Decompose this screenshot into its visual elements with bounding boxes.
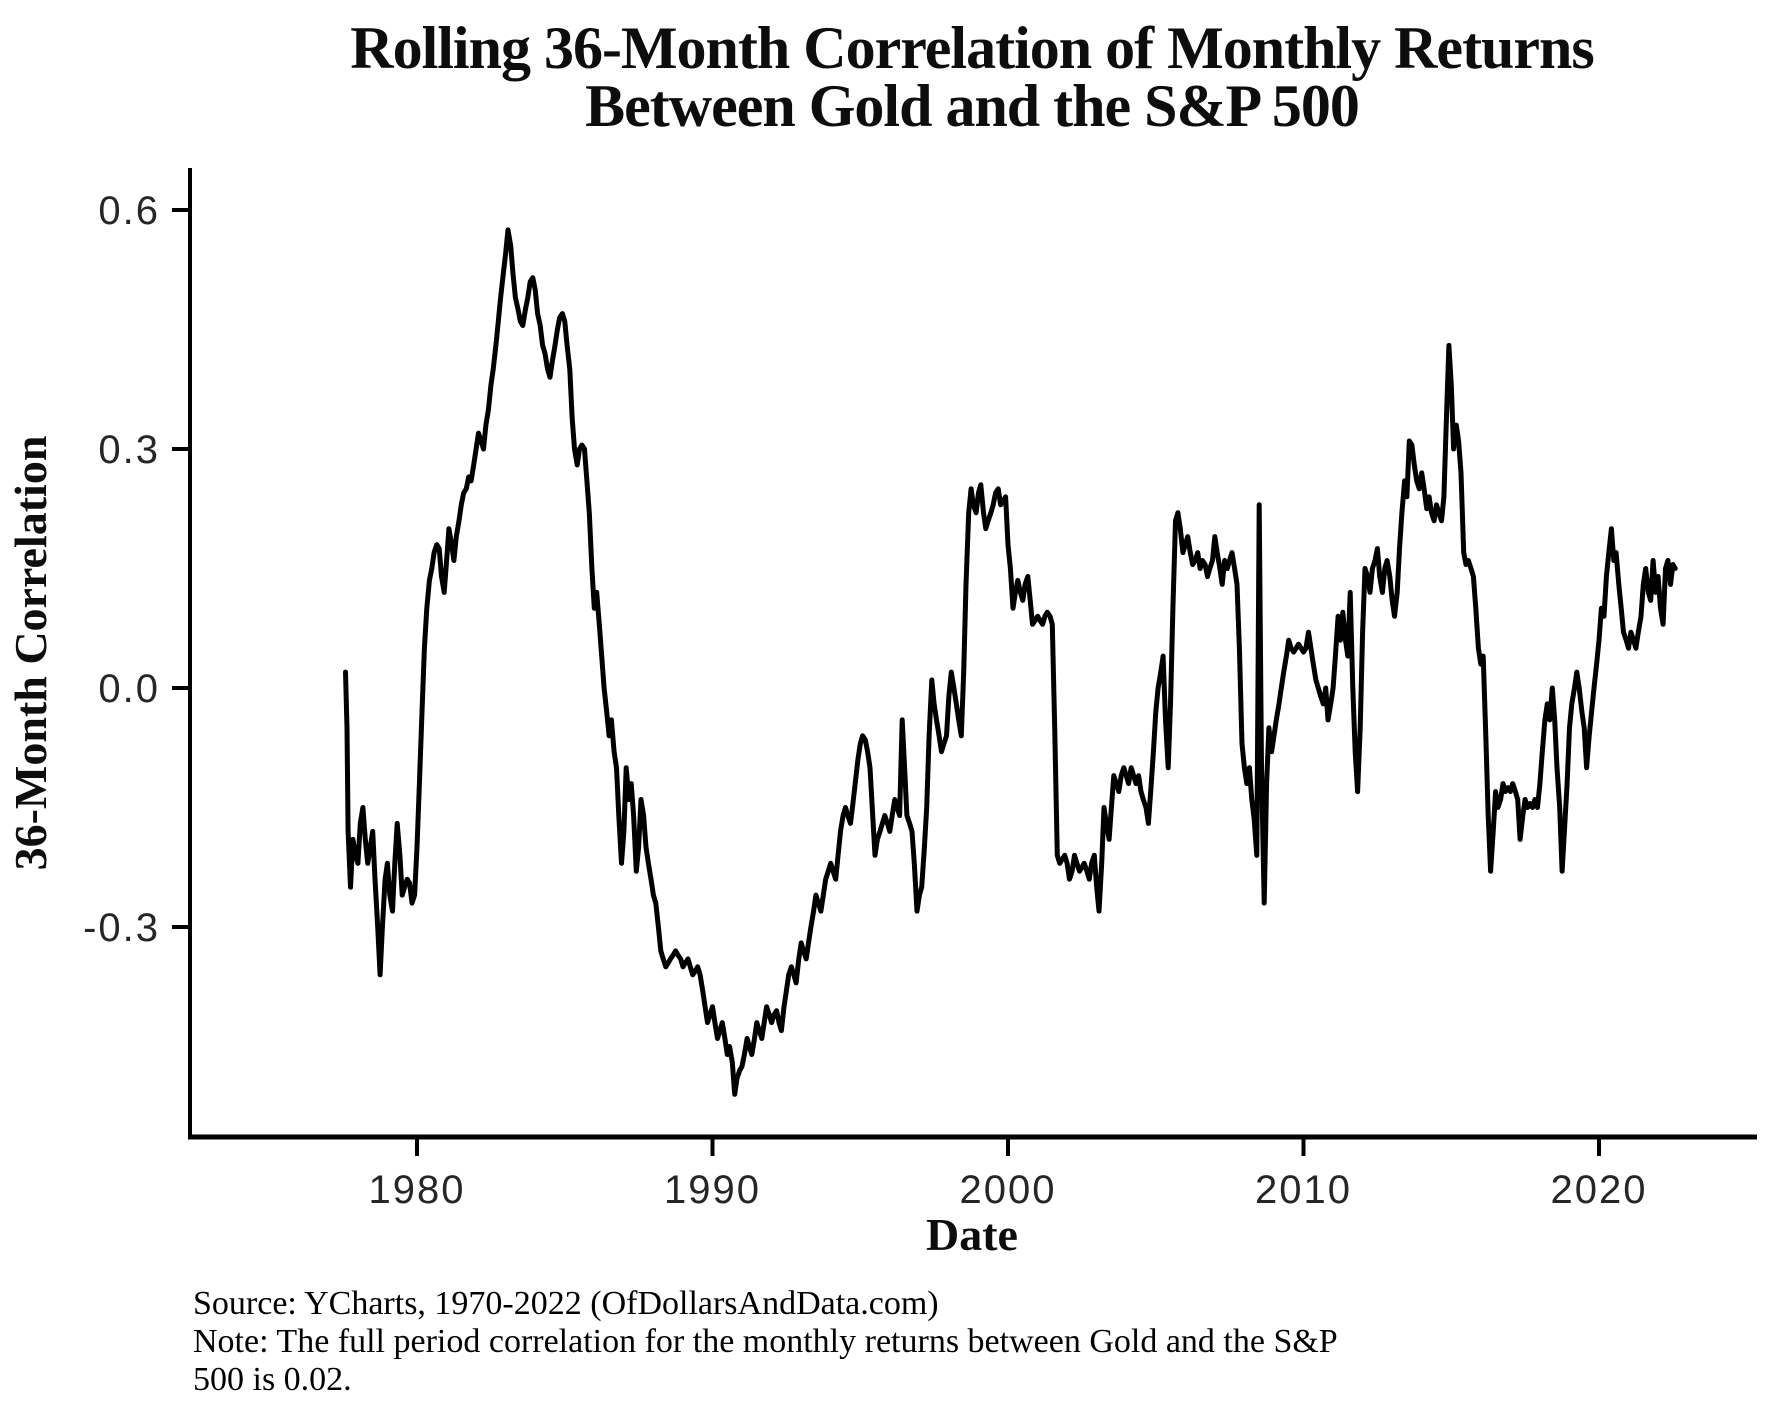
x-tick-label: 2020 — [1551, 1168, 1648, 1212]
y-axis-ticks: 0.6 0.3 0.0 -0.3 — [83, 189, 190, 950]
y-tick-label: 0.0 — [98, 667, 160, 711]
x-axis-title: Date — [926, 1209, 1018, 1260]
y-tick-label: -0.3 — [83, 906, 160, 950]
x-tick-label: 1990 — [664, 1168, 761, 1212]
chart-title-line2: Between Gold and the S&P 500 — [585, 73, 1359, 139]
y-axis-title: 36-Month Correlation — [5, 436, 56, 871]
caption-note-line1: Note: The full period correlation for th… — [193, 1323, 1338, 1360]
y-axis: 0.6 0.3 0.0 -0.3 36-Month Correlation — [5, 168, 192, 1139]
caption-note-line2: 500 is 0.02. — [193, 1361, 352, 1398]
x-tick-label: 2000 — [960, 1168, 1057, 1212]
chart-title-line1: Rolling 36-Month Correlation of Monthly … — [350, 15, 1594, 81]
data-line-gold-sp500-correlation — [343, 227, 1678, 1097]
y-tick-label: 0.3 — [98, 428, 160, 472]
y-tick-label: 0.6 — [98, 189, 160, 233]
x-axis-ticks: 1980 1990 2000 2010 2020 — [369, 1137, 1648, 1212]
x-tick-label: 2010 — [1255, 1168, 1352, 1212]
caption-source: Source: YCharts, 1970-2022 (OfDollarsAnd… — [193, 1285, 939, 1322]
caption: Source: YCharts, 1970-2022 (OfDollarsAnd… — [193, 1285, 1338, 1398]
x-tick-label: 1980 — [369, 1168, 466, 1212]
x-axis: 1980 1990 2000 2010 2020 Date — [188, 1134, 1757, 1260]
